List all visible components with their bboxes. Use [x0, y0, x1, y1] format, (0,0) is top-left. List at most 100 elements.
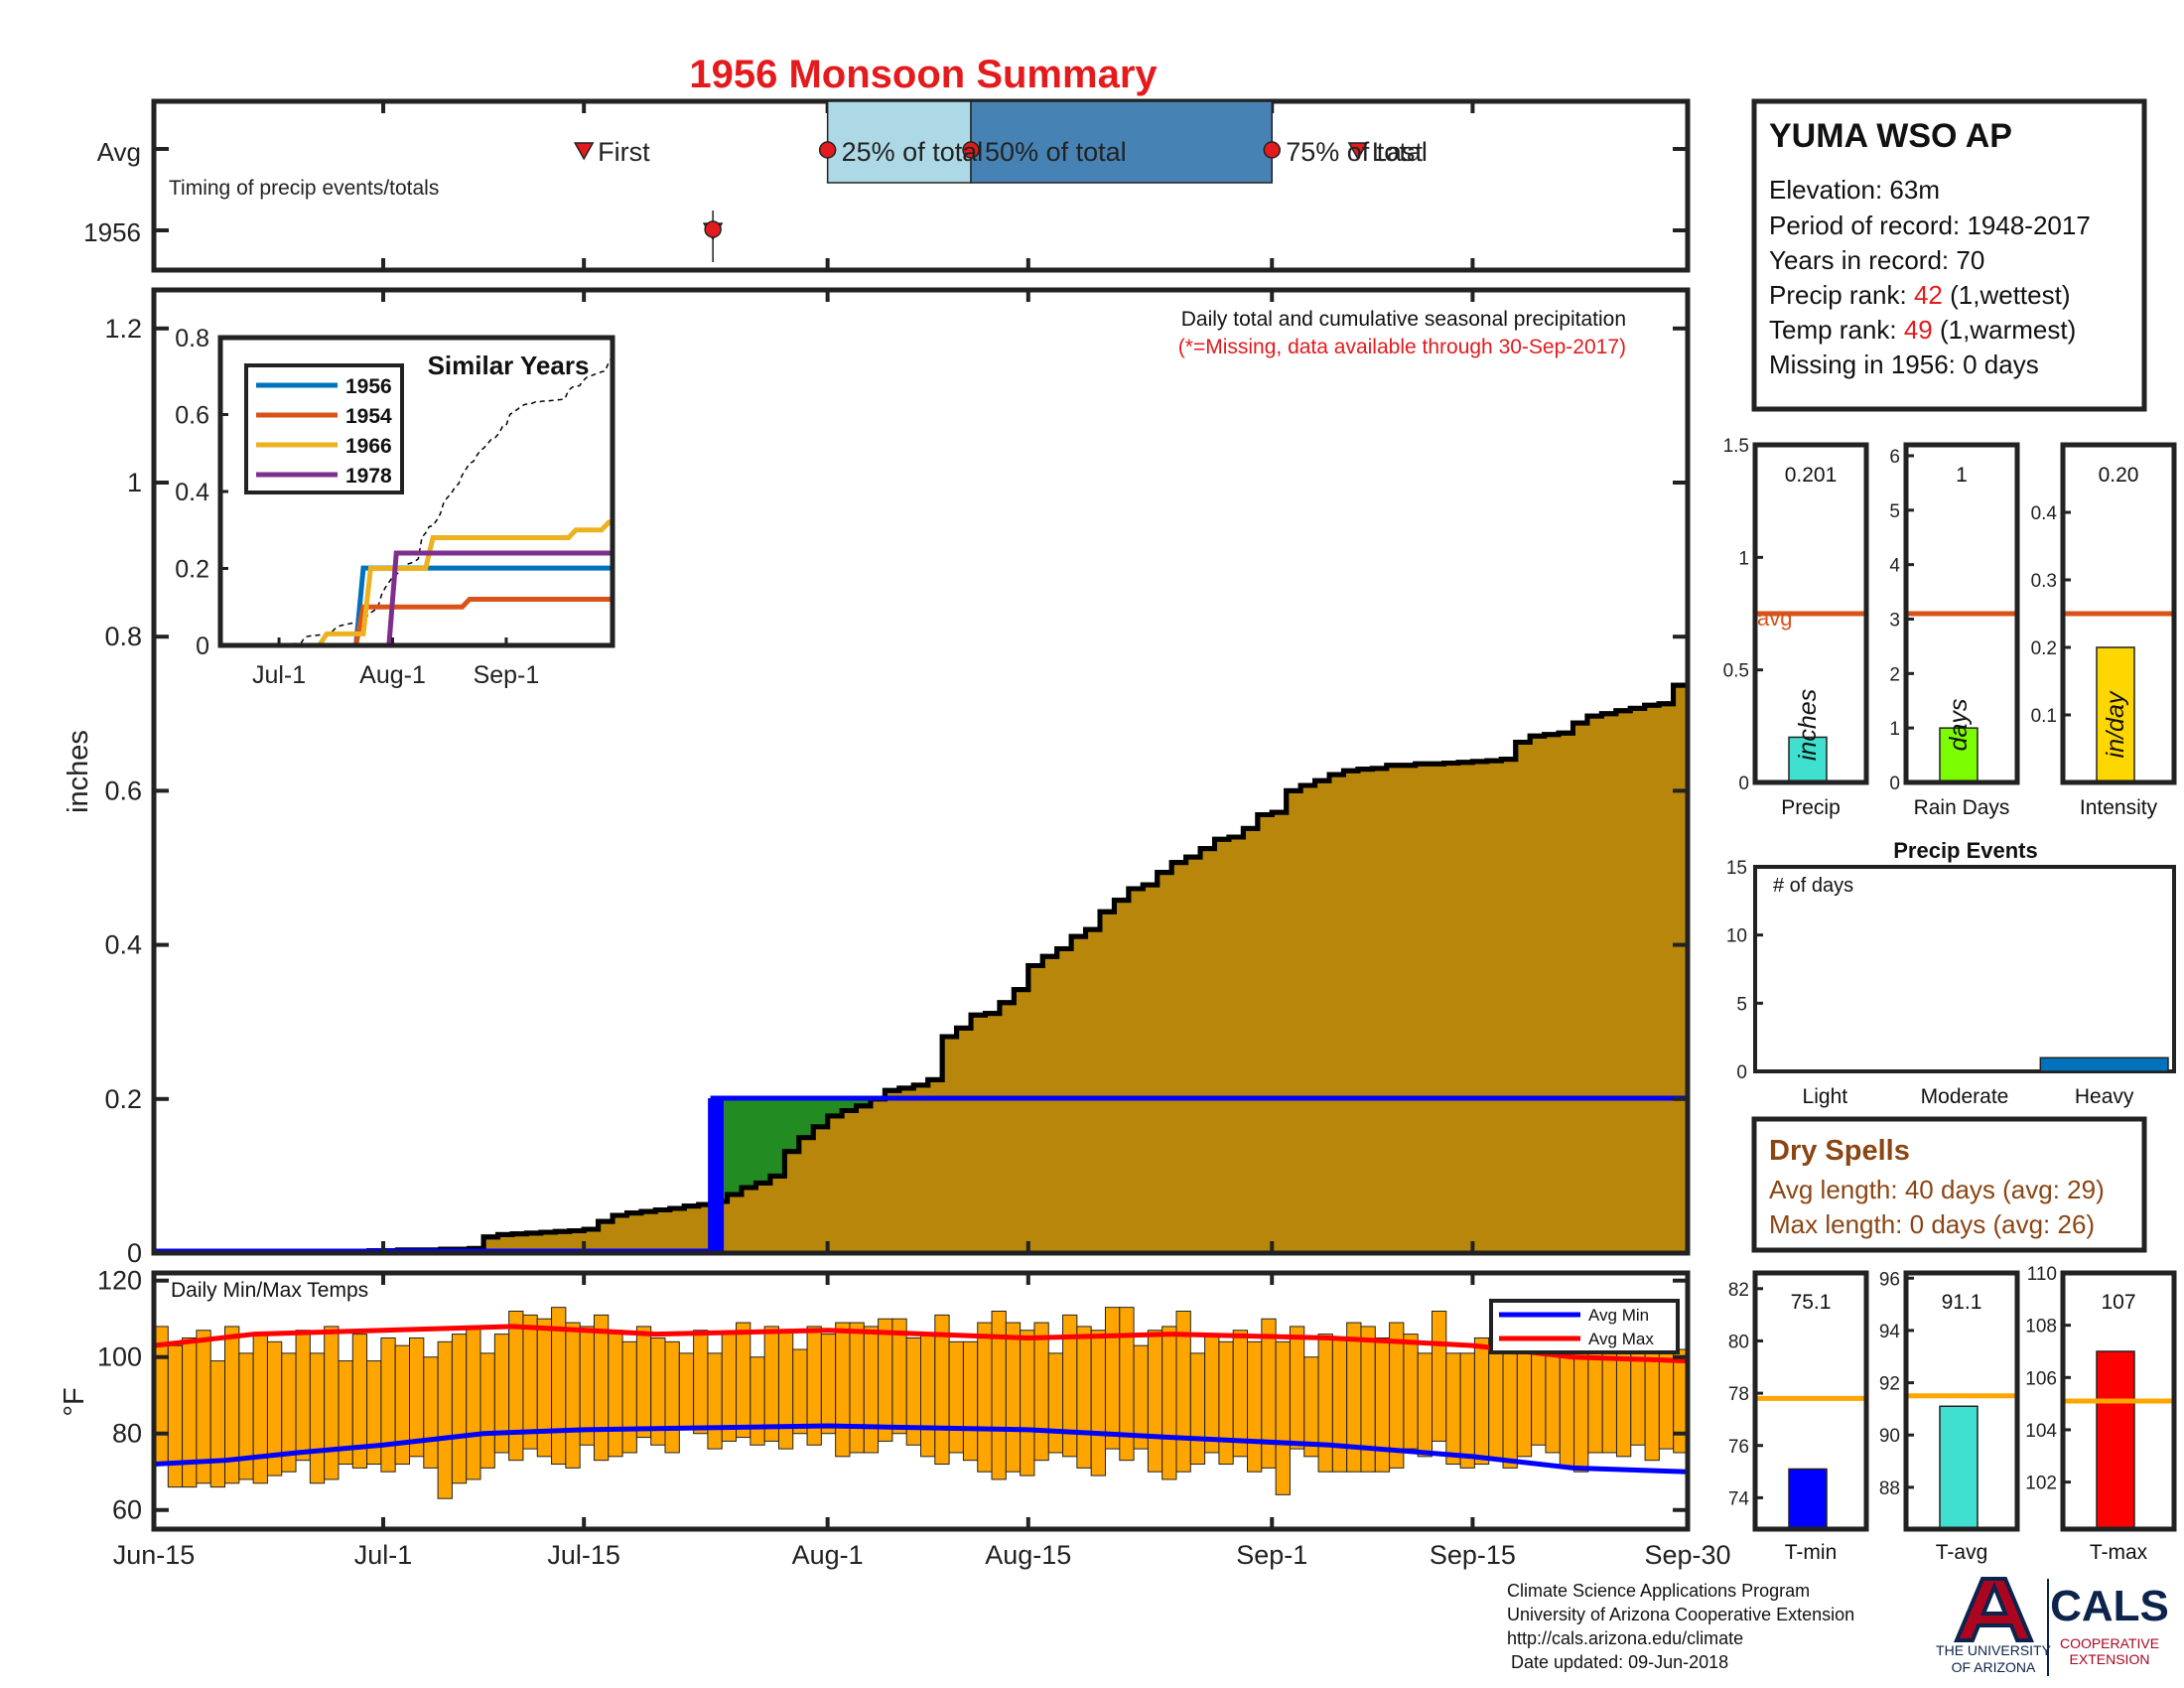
temp-summary-value-tmin: 75.1 [1791, 1291, 1832, 1314]
cals-sub-2: EXTENSION [2070, 1651, 2150, 1667]
x-tick-label: Aug-15 [985, 1540, 1071, 1570]
daily-temp-bar [1432, 1311, 1447, 1442]
main-ylabel: inches [63, 730, 94, 813]
timing-first-label: First [598, 137, 650, 167]
daily-temp-bar [437, 1340, 453, 1499]
daily-temp-bar [380, 1336, 396, 1473]
x-axis: Jun-15 Jul-1 Jul-15 Aug-1 Aug-15 Sep-1 Sep-15 S… [113, 1540, 1731, 1570]
temp-summary-bar-tmax [2096, 1350, 2135, 1530]
university-logo: THE UNIVERSITY OF ARIZONA CALS COOPERATI… [1936, 1577, 2169, 1676]
station-years: Years in record: 70 [1769, 245, 1984, 275]
temp-y-tick-label: 100 [97, 1342, 142, 1372]
daily-temp-bar [1445, 1352, 1461, 1466]
summary-bar-rain_days [1939, 727, 1979, 783]
station-elevation: Elevation: 63m [1769, 175, 1940, 205]
daily-temp-bar [621, 1340, 637, 1454]
temp-summary-y-tick-label: 82 [1728, 1280, 1749, 1301]
inset-legend-1954: 1954 [345, 405, 392, 428]
footer-line-4: Date updated: 09-Jun-2018 [1511, 1652, 1728, 1672]
daily-temp-bar [1090, 1330, 1106, 1477]
daily-temp-bar [1020, 1330, 1035, 1477]
daily-temp-bar [479, 1352, 495, 1469]
main-plot-label: Daily total and cumulative seasonal prec… [1181, 308, 1626, 331]
daily-temp-bar [209, 1360, 226, 1488]
temps-plot: 60 80 100 120 Daily Min/Max Temps °F Avg Mi… [59, 1266, 1691, 1532]
main-y-tick-label: 1.2 [104, 314, 142, 344]
inset-y-tick-label: 0.2 [175, 556, 209, 584]
station-period: Period of record: 1948-2017 [1769, 211, 2091, 240]
x-tick-label: Sep-30 [1644, 1540, 1730, 1570]
daily-temp-bar [1459, 1352, 1475, 1469]
daily-temp-bar [736, 1322, 751, 1439]
daily-temp-bar [878, 1318, 893, 1442]
daily-temp-bar [962, 1340, 979, 1462]
event-y-tick-label: 15 [1726, 858, 1747, 879]
daily-temp-bar [934, 1314, 950, 1466]
daily-temp-bar [664, 1340, 680, 1454]
footer-line-2: University of Arizona Cooperative Extens… [1507, 1605, 1854, 1624]
temp-y-tick-label: 120 [97, 1266, 142, 1296]
station-info-box: YUMA WSO AP Elevation: 63m Period of rec… [1751, 98, 2147, 412]
daily-temp-bar [948, 1340, 964, 1454]
avg-min-line [153, 1423, 1689, 1475]
event-label-moderate: Moderate [1921, 1085, 2009, 1108]
summary-y-tick-label: 0.4 [2031, 503, 2058, 524]
daily-temp-bar [451, 1334, 468, 1484]
daily-temp-bar [863, 1326, 880, 1454]
daily-temp-bar [324, 1326, 340, 1480]
inset-legend: 1956 1954 1966 1978 [244, 363, 404, 494]
inset-title: Similar Years [428, 351, 590, 380]
daily-temp-bar [1488, 1352, 1504, 1462]
daily-temp-bar [1204, 1334, 1220, 1454]
summary-unit-precip: inches [1794, 689, 1822, 761]
footer: Climate Science Applications Program Uni… [1507, 1581, 1854, 1672]
summary-y-tick-label: 0 [1889, 774, 1900, 794]
inset-legend-1966: 1966 [345, 435, 392, 458]
summary-label-precip: Precip [1781, 796, 1841, 819]
ua-line-1: THE UNIVERSITY [1936, 1642, 2052, 1658]
inset-y-tick-label: 0.4 [175, 479, 209, 506]
temp-summary-y-tick-label: 80 [1728, 1332, 1749, 1352]
daily-temp-bar [1147, 1330, 1163, 1473]
daily-temp-bar [295, 1330, 311, 1462]
block-a-logo-icon [1953, 1577, 2035, 1642]
daily-temp-bar [920, 1334, 936, 1458]
similar-years-inset: 0 0.2 0.4 0.6 0.8 Jul-1 Aug-1 Sep-1 Similar Yea… [175, 325, 615, 689]
event-label-light: Light [1803, 1085, 1848, 1108]
precip-events-plot: Precip Events # of days Light Moderate Hea… [1726, 838, 2176, 1108]
daily-temp-bar [1275, 1340, 1291, 1495]
temp-summary-y-tick-label: 94 [1879, 1322, 1901, 1342]
daily-temp-bar [750, 1356, 765, 1446]
temp-summary-label-tmin: T-min [1785, 1541, 1838, 1564]
inset-legend-1956: 1956 [345, 375, 392, 398]
daily-temp-bar [977, 1322, 993, 1473]
temp-summary-y-tick-label: 92 [1879, 1374, 1900, 1395]
daily-temp-bar [1289, 1326, 1305, 1450]
daily-temp-bar [309, 1352, 326, 1484]
daily-temp-bar [1331, 1336, 1348, 1473]
x-tick-label: Jul-1 [354, 1540, 413, 1570]
legend-avg-max: Avg Max [1588, 1330, 1654, 1348]
daily-temp-bar [792, 1348, 808, 1435]
summary-y-tick-label: 0 [1738, 774, 1749, 794]
summary-label-intensity: Intensity [2080, 796, 2158, 819]
ua-line-2: OF ARIZONA [1952, 1659, 2036, 1675]
summary-bar-intensity [2096, 646, 2135, 783]
station-precip-rank: Precip rank: 42 (1,wettest) [1769, 280, 2071, 310]
temp-summary-value-tmax: 107 [2101, 1291, 2135, 1314]
temps-ylabel: °F [59, 1387, 90, 1416]
daily-temp-bar [1516, 1340, 1533, 1458]
temp-summary-y-tick-label: 76 [1728, 1437, 1749, 1458]
timing-row-year: 1956 [83, 217, 141, 247]
temps-label: Daily Min/Max Temps [171, 1279, 368, 1302]
inset-x-tick-label: Sep-1 [474, 661, 540, 689]
dry-spells-avg: Avg length: 40 days (avg: 29) [1769, 1175, 2105, 1204]
temp-summary-y-tick-label: 74 [1728, 1488, 1750, 1509]
footer-line-1: Climate Science Applications Program [1507, 1581, 1810, 1601]
daily-temp-bar [565, 1322, 581, 1469]
temp-summary-y-tick-label: 110 [2027, 1264, 2057, 1285]
temps-legend: Avg Min Avg Max [1489, 1299, 1680, 1354]
daily-temp-bar [522, 1314, 538, 1450]
summary-y-tick-label: 0.2 [2031, 638, 2057, 659]
summary-y-tick-label: 3 [1889, 610, 1900, 631]
